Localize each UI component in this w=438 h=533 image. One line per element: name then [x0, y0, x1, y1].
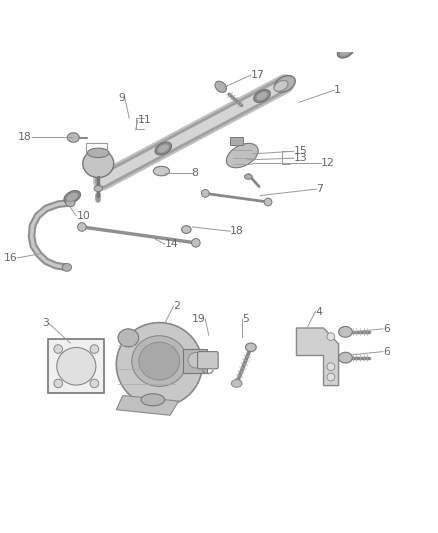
Circle shape: [78, 223, 86, 231]
Text: 17: 17: [251, 70, 265, 80]
Text: 13: 13: [294, 153, 307, 163]
Ellipse shape: [64, 190, 81, 204]
Ellipse shape: [182, 225, 191, 233]
Ellipse shape: [153, 166, 170, 176]
Ellipse shape: [57, 348, 96, 385]
Ellipse shape: [231, 379, 242, 387]
Circle shape: [54, 345, 63, 353]
Bar: [183, 350, 207, 373]
FancyBboxPatch shape: [198, 352, 218, 369]
Text: 6: 6: [383, 324, 390, 334]
Ellipse shape: [155, 142, 172, 155]
Circle shape: [327, 333, 335, 341]
Ellipse shape: [62, 263, 71, 271]
Text: 16: 16: [4, 253, 18, 263]
Text: 15: 15: [294, 146, 307, 156]
Text: 9: 9: [118, 93, 125, 103]
Circle shape: [188, 352, 204, 368]
Text: 4: 4: [315, 306, 322, 317]
Text: 6: 6: [383, 346, 390, 357]
Ellipse shape: [244, 174, 252, 179]
Text: 3: 3: [42, 318, 49, 328]
Text: 10: 10: [76, 211, 90, 221]
Ellipse shape: [215, 81, 226, 92]
Circle shape: [327, 373, 335, 381]
Ellipse shape: [256, 92, 268, 101]
Ellipse shape: [66, 192, 78, 201]
Ellipse shape: [339, 327, 352, 337]
Ellipse shape: [83, 150, 114, 177]
Bar: [230, 137, 243, 145]
Bar: [48, 340, 104, 393]
Circle shape: [54, 379, 63, 387]
Text: 11: 11: [138, 115, 152, 125]
Ellipse shape: [67, 133, 79, 142]
Ellipse shape: [139, 342, 180, 380]
Ellipse shape: [66, 199, 75, 207]
Text: 1: 1: [334, 85, 341, 95]
Text: 18: 18: [18, 132, 32, 142]
Circle shape: [201, 190, 209, 197]
Text: 5: 5: [242, 314, 249, 324]
Ellipse shape: [337, 45, 354, 58]
Ellipse shape: [118, 329, 139, 347]
Ellipse shape: [245, 343, 256, 352]
Text: 18: 18: [230, 226, 244, 236]
Ellipse shape: [274, 80, 288, 91]
Polygon shape: [297, 328, 339, 385]
Ellipse shape: [157, 144, 170, 153]
Ellipse shape: [141, 394, 165, 406]
Text: 14: 14: [165, 239, 179, 249]
Ellipse shape: [132, 336, 187, 386]
Text: 7: 7: [316, 184, 323, 194]
Ellipse shape: [339, 352, 352, 363]
Text: 19: 19: [191, 314, 205, 324]
Circle shape: [90, 379, 99, 387]
Ellipse shape: [88, 148, 109, 158]
Text: 2: 2: [173, 301, 180, 311]
Ellipse shape: [339, 47, 352, 56]
Ellipse shape: [94, 185, 102, 191]
Ellipse shape: [226, 143, 258, 168]
Ellipse shape: [274, 76, 295, 92]
Circle shape: [327, 363, 335, 370]
Circle shape: [264, 198, 272, 206]
Text: 12: 12: [321, 158, 334, 168]
Text: 8: 8: [191, 168, 198, 178]
Ellipse shape: [117, 322, 202, 407]
Polygon shape: [117, 395, 179, 415]
Circle shape: [191, 239, 200, 247]
Ellipse shape: [254, 90, 270, 102]
Circle shape: [90, 345, 99, 353]
